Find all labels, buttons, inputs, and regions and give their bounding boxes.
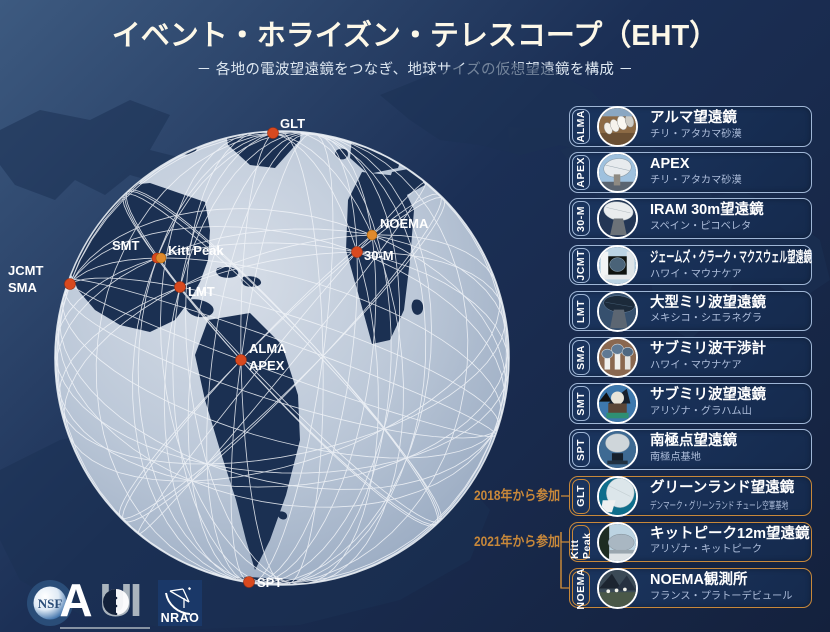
svg-text:2021年から参加: 2021年から参加 [474, 533, 560, 549]
svg-text:2018年から参加: 2018年から参加 [474, 487, 560, 503]
